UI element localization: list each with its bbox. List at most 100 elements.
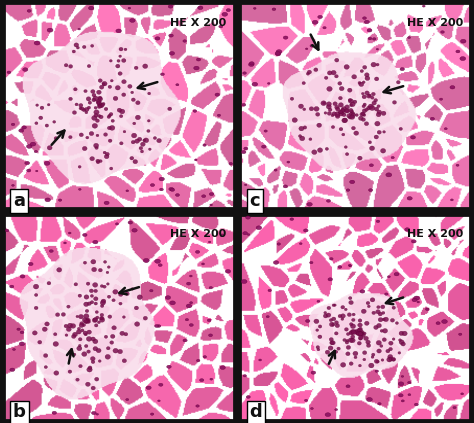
Ellipse shape [431, 21, 434, 23]
Circle shape [96, 349, 101, 353]
Circle shape [67, 305, 70, 308]
Ellipse shape [312, 20, 318, 24]
Circle shape [84, 107, 89, 112]
Circle shape [99, 269, 102, 272]
Ellipse shape [422, 5, 425, 7]
Circle shape [98, 96, 102, 100]
Ellipse shape [22, 126, 27, 129]
Circle shape [130, 157, 134, 160]
Circle shape [328, 346, 333, 350]
Ellipse shape [246, 396, 250, 398]
Circle shape [332, 304, 335, 307]
Circle shape [349, 113, 352, 115]
Circle shape [99, 159, 102, 162]
Circle shape [100, 318, 105, 322]
Ellipse shape [287, 161, 290, 163]
Circle shape [92, 124, 98, 128]
Circle shape [327, 112, 331, 115]
Circle shape [354, 131, 359, 135]
Circle shape [112, 326, 117, 330]
Circle shape [380, 345, 383, 347]
Ellipse shape [441, 31, 444, 33]
Ellipse shape [328, 278, 333, 281]
Ellipse shape [226, 8, 230, 11]
Ellipse shape [283, 185, 288, 188]
Ellipse shape [45, 198, 50, 202]
Circle shape [361, 309, 366, 313]
Circle shape [374, 135, 379, 139]
Circle shape [309, 107, 314, 111]
Circle shape [118, 349, 123, 354]
Circle shape [148, 148, 151, 151]
Circle shape [98, 104, 101, 107]
Ellipse shape [183, 339, 187, 342]
Ellipse shape [158, 400, 160, 402]
Ellipse shape [49, 250, 53, 253]
Circle shape [335, 321, 338, 324]
Circle shape [104, 154, 109, 159]
Circle shape [34, 306, 38, 310]
Circle shape [79, 323, 84, 327]
Circle shape [355, 114, 358, 116]
Circle shape [82, 352, 87, 357]
Circle shape [335, 58, 339, 62]
Circle shape [91, 267, 97, 272]
Circle shape [86, 318, 89, 321]
Circle shape [98, 79, 102, 82]
Circle shape [325, 350, 330, 354]
Circle shape [133, 122, 136, 125]
Ellipse shape [394, 272, 399, 276]
Circle shape [83, 331, 88, 335]
Circle shape [35, 294, 38, 297]
Ellipse shape [20, 275, 25, 278]
Circle shape [382, 318, 385, 321]
Ellipse shape [159, 383, 163, 386]
Circle shape [381, 148, 386, 153]
Circle shape [300, 136, 305, 141]
Circle shape [94, 377, 99, 381]
Circle shape [309, 138, 312, 140]
Circle shape [388, 354, 393, 359]
Circle shape [368, 94, 371, 97]
Circle shape [332, 324, 335, 326]
Text: b: b [13, 403, 26, 421]
Circle shape [381, 111, 386, 115]
Ellipse shape [44, 161, 50, 165]
Ellipse shape [126, 190, 128, 192]
Circle shape [365, 108, 368, 111]
Ellipse shape [183, 40, 186, 42]
Circle shape [352, 313, 355, 316]
Circle shape [135, 115, 140, 120]
Ellipse shape [209, 192, 214, 196]
Ellipse shape [243, 232, 247, 235]
Circle shape [91, 360, 95, 363]
Ellipse shape [461, 393, 464, 395]
Ellipse shape [410, 136, 416, 139]
Circle shape [83, 302, 89, 307]
Circle shape [134, 66, 138, 69]
Circle shape [392, 306, 395, 309]
Ellipse shape [155, 324, 159, 327]
Ellipse shape [229, 162, 233, 165]
Circle shape [317, 123, 321, 127]
Circle shape [85, 382, 90, 386]
Circle shape [84, 90, 87, 93]
Ellipse shape [194, 66, 199, 70]
Circle shape [299, 135, 302, 137]
Circle shape [87, 64, 91, 68]
Circle shape [376, 63, 379, 66]
Circle shape [39, 116, 43, 120]
Ellipse shape [400, 68, 404, 71]
Circle shape [290, 97, 294, 100]
Circle shape [340, 108, 345, 113]
Circle shape [36, 104, 38, 107]
Ellipse shape [272, 8, 276, 11]
Circle shape [351, 112, 355, 115]
Ellipse shape [220, 234, 224, 236]
Ellipse shape [168, 5, 173, 8]
Circle shape [360, 330, 365, 335]
Ellipse shape [159, 177, 164, 181]
Circle shape [96, 159, 100, 163]
Circle shape [347, 313, 351, 316]
Ellipse shape [373, 38, 376, 40]
